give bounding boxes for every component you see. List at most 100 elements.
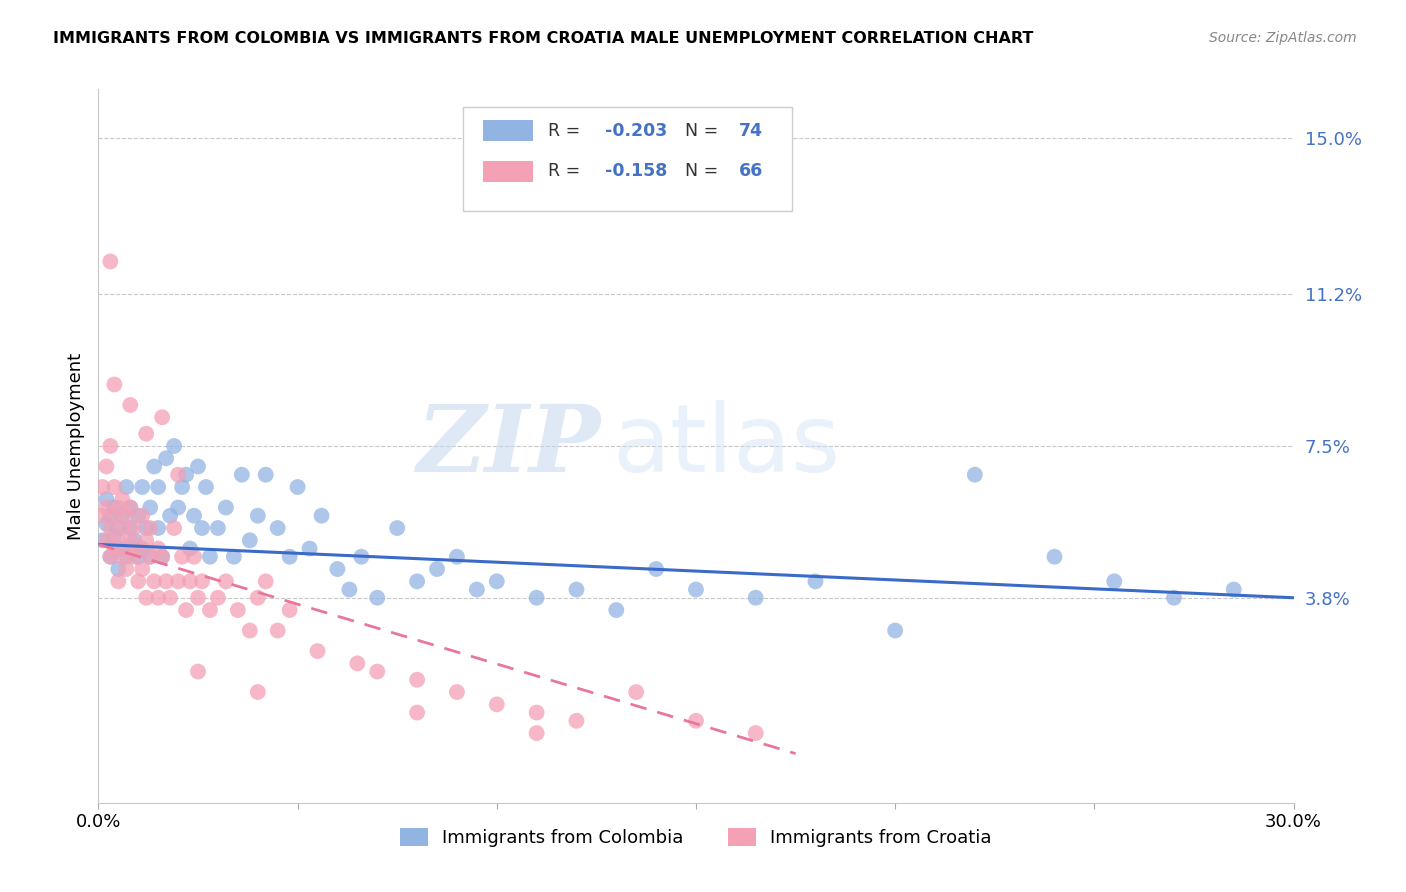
Point bbox=[107, 500, 129, 515]
Point bbox=[183, 508, 205, 523]
Bar bbox=[484, 120, 533, 141]
Point bbox=[131, 541, 153, 556]
Point bbox=[685, 714, 707, 728]
Point bbox=[207, 591, 229, 605]
Text: Source: ZipAtlas.com: Source: ZipAtlas.com bbox=[1209, 31, 1357, 45]
Point bbox=[103, 377, 125, 392]
Point bbox=[111, 541, 134, 556]
Text: -0.158: -0.158 bbox=[605, 162, 668, 180]
Point bbox=[246, 685, 269, 699]
Point bbox=[685, 582, 707, 597]
Point bbox=[148, 591, 170, 605]
Point bbox=[191, 574, 214, 589]
Legend: Immigrants from Colombia, Immigrants from Croatia: Immigrants from Colombia, Immigrants fro… bbox=[394, 821, 998, 855]
Text: R =: R = bbox=[548, 162, 585, 180]
Text: 74: 74 bbox=[740, 121, 763, 139]
Point bbox=[565, 714, 588, 728]
Point bbox=[366, 591, 388, 605]
Point bbox=[446, 685, 468, 699]
Point bbox=[96, 500, 118, 515]
Point bbox=[626, 685, 648, 699]
Point bbox=[103, 508, 125, 523]
Point bbox=[111, 492, 134, 507]
Point bbox=[127, 508, 149, 523]
Point bbox=[215, 574, 238, 589]
Point bbox=[148, 521, 170, 535]
Point bbox=[963, 467, 986, 482]
Point bbox=[155, 451, 177, 466]
Point bbox=[115, 562, 138, 576]
Point bbox=[135, 521, 157, 535]
Point bbox=[254, 574, 277, 589]
Point bbox=[107, 574, 129, 589]
Text: R =: R = bbox=[548, 121, 585, 139]
Point bbox=[135, 591, 157, 605]
Point bbox=[191, 521, 214, 535]
Point bbox=[179, 541, 201, 556]
Point bbox=[91, 508, 114, 523]
Point bbox=[131, 508, 153, 523]
Point bbox=[239, 624, 262, 638]
Point bbox=[326, 562, 349, 576]
Point bbox=[215, 500, 238, 515]
Point bbox=[111, 521, 134, 535]
Point bbox=[120, 521, 142, 535]
Point bbox=[366, 665, 388, 679]
Point bbox=[172, 480, 194, 494]
Point bbox=[1104, 574, 1126, 589]
Point bbox=[103, 541, 125, 556]
Point bbox=[96, 459, 118, 474]
Point bbox=[1223, 582, 1246, 597]
Point bbox=[287, 480, 309, 494]
Point bbox=[605, 603, 627, 617]
Point bbox=[526, 706, 548, 720]
Point bbox=[155, 574, 177, 589]
Text: -0.203: -0.203 bbox=[605, 121, 668, 139]
Point bbox=[198, 603, 221, 617]
Point bbox=[135, 426, 157, 441]
Point bbox=[226, 603, 249, 617]
Point bbox=[485, 698, 508, 712]
FancyBboxPatch shape bbox=[463, 107, 792, 211]
Point bbox=[278, 549, 301, 564]
Point bbox=[526, 591, 548, 605]
Point bbox=[167, 467, 190, 482]
Point bbox=[406, 673, 429, 687]
Point bbox=[183, 549, 205, 564]
Text: N =: N = bbox=[685, 162, 724, 180]
Point bbox=[98, 521, 122, 535]
Text: IMMIGRANTS FROM COLOMBIA VS IMMIGRANTS FROM CROATIA MALE UNEMPLOYMENT CORRELATIO: IMMIGRANTS FROM COLOMBIA VS IMMIGRANTS F… bbox=[53, 31, 1033, 46]
Point bbox=[103, 529, 125, 543]
Point bbox=[254, 467, 277, 482]
Point bbox=[96, 533, 118, 548]
Point bbox=[150, 410, 173, 425]
Point bbox=[167, 500, 190, 515]
Point bbox=[103, 500, 125, 515]
Point bbox=[884, 624, 907, 638]
Point bbox=[107, 521, 129, 535]
Point bbox=[103, 480, 125, 494]
Point bbox=[207, 521, 229, 535]
Point bbox=[115, 549, 138, 564]
Point bbox=[139, 521, 162, 535]
Point bbox=[174, 603, 197, 617]
Point bbox=[98, 439, 122, 453]
Point bbox=[127, 541, 149, 556]
Point bbox=[135, 533, 157, 548]
Point bbox=[115, 541, 138, 556]
Point bbox=[120, 500, 142, 515]
Point bbox=[406, 706, 429, 720]
Point bbox=[231, 467, 253, 482]
Point bbox=[139, 549, 162, 564]
Point bbox=[187, 591, 209, 605]
Point bbox=[98, 508, 122, 523]
Y-axis label: Male Unemployment: Male Unemployment bbox=[66, 352, 84, 540]
Point bbox=[120, 533, 142, 548]
Point bbox=[174, 467, 197, 482]
Point bbox=[426, 562, 449, 576]
Point bbox=[150, 549, 173, 564]
Point bbox=[131, 562, 153, 576]
Point bbox=[131, 480, 153, 494]
Point bbox=[139, 500, 162, 515]
Point bbox=[267, 521, 290, 535]
